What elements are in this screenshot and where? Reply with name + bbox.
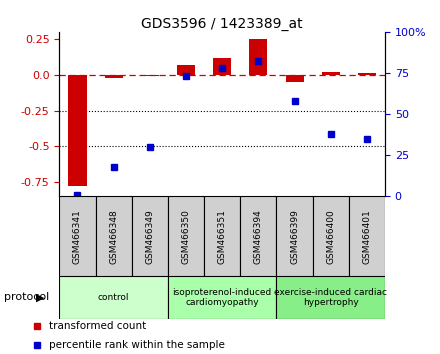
- Text: control: control: [98, 293, 129, 302]
- Text: GSM466341: GSM466341: [73, 209, 82, 264]
- Text: protocol: protocol: [4, 292, 50, 302]
- Text: isoproterenol-induced
cardiomyopathy: isoproterenol-induced cardiomyopathy: [172, 288, 272, 307]
- Text: GSM466400: GSM466400: [326, 209, 335, 264]
- Text: GSM466348: GSM466348: [109, 209, 118, 264]
- Bar: [69, 75, 87, 187]
- Text: percentile rank within the sample: percentile rank within the sample: [49, 340, 225, 350]
- Bar: [177, 65, 195, 75]
- Bar: [59, 196, 95, 276]
- Bar: [59, 276, 168, 319]
- Bar: [358, 73, 376, 75]
- Bar: [168, 196, 204, 276]
- Bar: [276, 196, 313, 276]
- Bar: [204, 196, 240, 276]
- Text: GSM466349: GSM466349: [145, 209, 154, 264]
- Text: GSM466399: GSM466399: [290, 209, 299, 264]
- Bar: [168, 276, 276, 319]
- Bar: [95, 196, 132, 276]
- Bar: [322, 72, 340, 75]
- Text: ▶: ▶: [36, 292, 44, 302]
- Bar: [132, 196, 168, 276]
- Text: GSM466394: GSM466394: [254, 209, 263, 264]
- Text: GSM466401: GSM466401: [363, 209, 371, 264]
- Bar: [141, 75, 159, 76]
- Bar: [276, 276, 385, 319]
- Text: exercise-induced cardiac
hypertrophy: exercise-induced cardiac hypertrophy: [274, 288, 387, 307]
- Title: GDS3596 / 1423389_at: GDS3596 / 1423389_at: [141, 17, 303, 31]
- Bar: [213, 58, 231, 75]
- Bar: [240, 196, 276, 276]
- Text: GSM466350: GSM466350: [182, 209, 191, 264]
- Bar: [313, 196, 349, 276]
- Bar: [349, 196, 385, 276]
- Bar: [286, 75, 304, 82]
- Text: transformed count: transformed count: [49, 321, 147, 331]
- Text: GSM466351: GSM466351: [218, 209, 227, 264]
- Bar: [105, 75, 123, 78]
- Bar: [249, 39, 268, 75]
